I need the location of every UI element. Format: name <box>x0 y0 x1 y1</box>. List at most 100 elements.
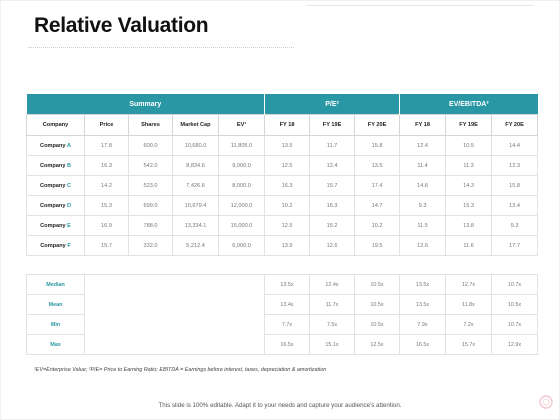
table-cell: 16.9 <box>84 215 129 236</box>
table-row: Company B 16.3 542.0 8,834.6 9,000.0 12.5 12.4… <box>26 155 539 176</box>
col-pe-fy19e: FY 19E <box>309 114 356 136</box>
group-summary: Summary <box>26 94 265 115</box>
col-pe-fy18: FY 18 <box>264 114 311 136</box>
stat-value-cell: 10.5x <box>491 294 538 315</box>
stat-value-cell: 13.5x <box>399 274 446 295</box>
table-row: Company A 17.8 600.0 10,680.0 11,805.0 13.5 11… <box>26 135 539 156</box>
table-cell: 542.0 <box>128 155 173 176</box>
company-letter: A <box>66 142 71 149</box>
company-letter: E <box>67 222 71 229</box>
company-name-cell: Company C <box>26 175 85 196</box>
table-cell: 14.3 <box>445 175 493 196</box>
table-cell: 15.8 <box>354 135 401 156</box>
table-cell: 15.3 <box>445 195 493 216</box>
stat-value-cell: 10.5x <box>354 314 400 335</box>
table-cell: 10.2 <box>264 195 311 216</box>
stats-row: Min 7.7x 7.5x 10.5x 7.9x 7.2x 10.7x <box>26 314 538 335</box>
header-line <box>306 5 534 6</box>
table-cell: 10.2 <box>354 215 401 236</box>
stat-blank-area <box>84 294 265 315</box>
decorative-logo-icon <box>539 395 553 409</box>
company-name-cell: Company F <box>26 235 85 256</box>
group-pe: P/E² <box>264 94 400 115</box>
col-ev-fy18: FY 18 <box>399 114 447 136</box>
table-cell: 8,000.0 <box>217 175 266 196</box>
group-ev-ebitda: EV/EBITDA³ <box>399 94 538 115</box>
stat-blank-area <box>84 314 265 335</box>
stats-rows: Median 13.5x 12.4x 10.5x 13.5x 12.7x 10.7x Mean… <box>26 274 538 355</box>
table-cell: 6,000.0 <box>217 235 266 256</box>
stat-label: Max <box>26 334 85 355</box>
table-cell: 8,834.6 <box>172 155 219 176</box>
company-label: Company <box>39 202 67 209</box>
table-cell: 12.3 <box>491 155 539 176</box>
footnote: ¹EV=Enterprise Value; ²P/E= Price to Ear… <box>34 367 327 373</box>
stat-label: Median <box>26 274 85 295</box>
table-cell: 15.7 <box>84 235 129 256</box>
table-cell: 16.3 <box>309 195 356 216</box>
table-cell: 14.4 <box>491 135 539 156</box>
table-cell: 15,000.0 <box>217 215 266 236</box>
col-pe-fy20e: FY 20E <box>354 114 401 136</box>
table-cell: 5,212.4 <box>172 235 219 256</box>
table-cell: 17.4 <box>354 175 401 196</box>
company-letter: D <box>67 202 72 209</box>
table-cell: 12,000.0 <box>217 195 266 216</box>
table-row: Company F 15.7 332.0 5,212.4 6,000.0 13.9 12.6… <box>26 235 539 256</box>
stat-label: Mean <box>26 294 85 315</box>
table-cell: 10.5 <box>445 135 493 156</box>
company-name-cell: Company A <box>26 135 85 156</box>
table-cell: 11,805.0 <box>217 135 266 156</box>
company-rows: Company A 17.8 600.0 10,680.0 11,805.0 13.5 11… <box>26 135 539 256</box>
stat-value-cell: 7.5x <box>309 314 355 335</box>
table-cell: 13,334.1 <box>172 215 219 236</box>
column-header-row: Company Price Shares Market Cap EV¹ FY 1… <box>26 114 539 136</box>
table-cell: 9,000.0 <box>217 155 266 176</box>
table-cell: 11.5 <box>399 215 447 236</box>
stat-value-cell: 13.5x <box>399 294 446 315</box>
table-cell: 10,680.0 <box>172 135 219 156</box>
statistics-table: Median 13.5x 12.4x 10.5x 13.5x 12.7x 10.7x Mean… <box>26 274 538 355</box>
table-cell: 12.5 <box>264 155 311 176</box>
stat-value-cell: 10.7x <box>491 314 538 335</box>
stat-value-cell: 7.2x <box>445 314 492 335</box>
table-cell: 14.7 <box>354 195 401 216</box>
table-cell: 15.2 <box>309 215 356 236</box>
stat-value-cell: 10.5x <box>354 294 400 315</box>
stat-value-cell: 11.7x <box>309 294 355 315</box>
valuation-table: Summary P/E² EV/EBITDA³ Company Price Sh… <box>26 94 539 256</box>
table-cell: 16.3 <box>264 175 311 196</box>
table-cell: 11.4 <box>399 155 447 176</box>
col-ev-fy19e: FY 19E <box>445 114 493 136</box>
stat-label: Min <box>26 314 85 335</box>
stat-value-cell: 11.8x <box>445 294 492 315</box>
stats-row: Mean 13.4x 11.7x 10.5x 13.5x 11.8x 10.5x <box>26 294 538 315</box>
title-divider <box>28 47 294 48</box>
company-name-cell: Company D <box>26 195 85 216</box>
table-row: Company E 16.9 788.0 13,334.1 15,000.0 12.5 15… <box>26 215 539 236</box>
stat-value-cell: 12.7x <box>445 274 492 295</box>
table-cell: 12.4 <box>309 155 356 176</box>
table-cell: 13.8 <box>445 215 493 236</box>
table-cell: 11.7 <box>309 135 356 156</box>
table-cell: 9.3 <box>491 215 539 236</box>
table-cell: 15.7 <box>309 175 356 196</box>
stat-value-cell: 13.4x <box>264 294 310 315</box>
table-cell: 13.4 <box>491 195 539 216</box>
company-label: Company <box>40 222 68 229</box>
table-cell: 11.6 <box>445 235 493 256</box>
stat-value-cell: 7.7x <box>264 314 310 335</box>
table-cell: 13.9 <box>264 235 311 256</box>
table-row: Company C 14.2 523.0 7,426.6 8,000.0 16.3 15.7… <box>26 175 539 196</box>
company-label: Company <box>39 182 67 189</box>
stat-value-cell: 13.5x <box>264 274 310 295</box>
col-market-cap: Market Cap <box>172 114 219 136</box>
page-title: Relative Valuation <box>34 14 209 37</box>
table-cell: 17.8 <box>84 135 129 156</box>
company-letter: B <box>67 162 72 169</box>
table-cell: 19.5 <box>354 235 401 256</box>
col-shares: Shares <box>128 114 173 136</box>
stat-value-cell: 16.5x <box>264 334 310 355</box>
stats-row: Median 13.5x 12.4x 10.5x 13.5x 12.7x 10.7x <box>26 274 538 295</box>
stat-value-cell: 15.1x <box>309 334 355 355</box>
